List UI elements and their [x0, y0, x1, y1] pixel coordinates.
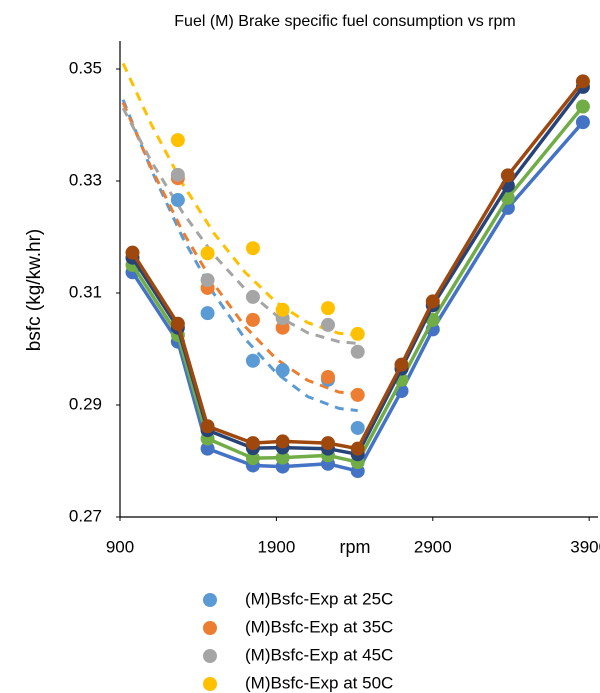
point	[170, 167, 185, 182]
point	[500, 168, 515, 183]
point	[425, 312, 440, 327]
y-tick-label: 0.35	[69, 58, 102, 77]
point	[200, 419, 215, 434]
point	[350, 387, 365, 402]
trend-line	[121, 62, 358, 337]
point	[275, 450, 290, 465]
point	[245, 289, 260, 304]
point	[575, 115, 590, 130]
x-tick-label: 3900	[570, 537, 600, 556]
legend-marker	[203, 677, 217, 691]
point	[575, 99, 590, 114]
point	[350, 344, 365, 359]
y-axis-label: bsfc (kg/kw.hr)	[24, 229, 45, 351]
point	[350, 441, 365, 456]
legend-label: (M)Bsfc-Exp at 25C	[245, 589, 393, 608]
point	[200, 273, 215, 288]
x-tick-label: 2900	[414, 537, 452, 556]
point	[245, 241, 260, 256]
y-tick-label: 0.31	[69, 282, 102, 301]
trend-line	[121, 107, 358, 345]
point	[200, 246, 215, 261]
x-tick-label: 900	[106, 537, 134, 556]
point	[245, 312, 260, 327]
point	[170, 193, 185, 208]
y-tick-label: 0.33	[69, 170, 102, 189]
point	[575, 74, 590, 89]
point	[321, 436, 336, 451]
point	[245, 436, 260, 451]
point	[350, 420, 365, 435]
point	[394, 357, 409, 372]
legend-label: (M)Bsfc-Exp at 45C	[245, 645, 393, 664]
point	[321, 301, 336, 316]
x-tick-label: 1900	[257, 537, 295, 556]
point	[245, 353, 260, 368]
point	[275, 363, 290, 378]
legend-label: (M)Bsfc-Exp at 35C	[245, 617, 393, 636]
x-axis-label: rpm	[340, 537, 371, 557]
point	[245, 451, 260, 466]
trend-line	[121, 99, 358, 413]
trend-line	[121, 102, 358, 396]
point	[275, 434, 290, 449]
point	[200, 306, 215, 321]
y-tick-label: 0.29	[69, 394, 102, 413]
point	[425, 294, 440, 309]
point	[125, 245, 140, 260]
legend-marker	[203, 621, 217, 635]
point	[170, 316, 185, 331]
point	[275, 302, 290, 317]
legend-marker	[203, 649, 217, 663]
legend-marker	[203, 593, 217, 607]
point	[321, 370, 336, 384]
chart-title: Fuel (M) Brake specific fuel consumption…	[174, 13, 515, 30]
y-tick-label: 0.27	[69, 506, 102, 525]
point	[321, 317, 336, 332]
point	[170, 133, 185, 148]
legend-label: (M)Bsfc-Exp at 50C	[245, 673, 393, 692]
point	[350, 326, 365, 341]
point	[200, 441, 215, 456]
